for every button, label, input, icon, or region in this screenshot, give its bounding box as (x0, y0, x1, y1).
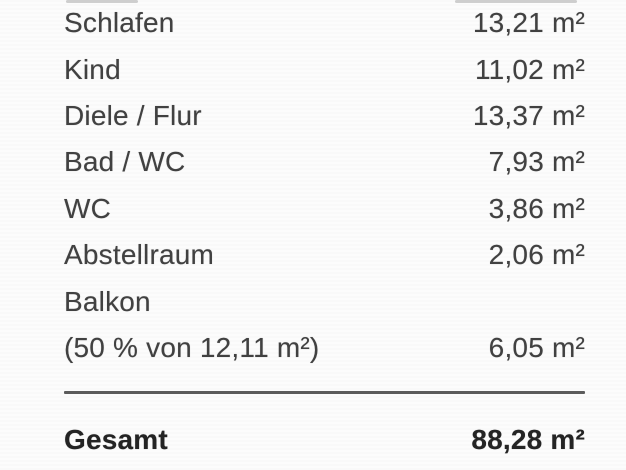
table-row: Abstellraum 2,06 m² (64, 232, 585, 278)
total-row: Gesamt 88,28 m² (64, 417, 585, 463)
room-label: (50 % von 12,11 m²) (64, 331, 320, 363)
cropped-text-remnant (455, 0, 577, 3)
table-row: (50 % von 12,11 m²) 6,05 m² (64, 325, 585, 371)
room-label: Balkon (64, 285, 151, 317)
room-label: Kind (64, 53, 121, 85)
room-area-value: 6,05 m² (488, 331, 585, 363)
room-label: Diele / Flur (64, 99, 202, 131)
table-row: Bad / WC 7,93 m² (64, 139, 585, 185)
table-row: Kind 11,02 m² (64, 46, 585, 92)
room-label: WC (64, 192, 112, 224)
table-row: Schlafen 13,21 m² (64, 0, 585, 46)
room-area-value: 13,37 m² (472, 99, 585, 131)
room-label: Schlafen (64, 7, 175, 39)
total-area-value: 88,28 m² (471, 423, 585, 455)
room-area-value: 2,06 m² (488, 239, 585, 271)
table-row: Diele / Flur 13,37 m² (64, 93, 585, 139)
table-row: Balkon (64, 278, 585, 324)
room-label: Abstellraum (64, 239, 215, 271)
room-area-table: Schlafen 13,21 m² Kind 11,02 m² Diele / … (64, 0, 585, 463)
room-label: Bad / WC (64, 146, 186, 178)
table-row: WC 3,86 m² (64, 186, 585, 232)
room-area-value: 7,93 m² (488, 146, 585, 178)
room-area-value: 13,21 m² (472, 7, 585, 39)
room-area-value: 3,86 m² (488, 192, 585, 224)
total-label: Gesamt (64, 423, 168, 455)
room-area-value: 11,02 m² (474, 53, 585, 85)
cropped-text-remnant (66, 0, 138, 3)
total-divider-line (64, 390, 585, 394)
